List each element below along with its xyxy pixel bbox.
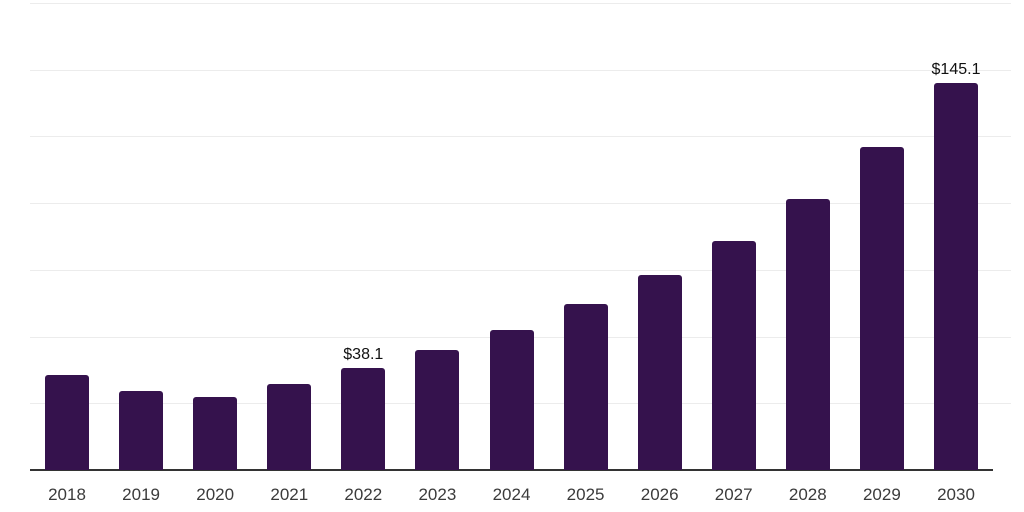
x-tick-label: 2026 (640, 485, 679, 504)
bar-2024[interactable] (489, 330, 534, 470)
bar-value-label: $38.1 (343, 346, 384, 364)
bar-2020[interactable] (193, 397, 238, 470)
x-tick-label: 2030 (937, 485, 975, 504)
bar-2030[interactable] (934, 82, 978, 470)
bar-2022[interactable] (341, 368, 386, 470)
bar-2018[interactable] (45, 374, 89, 470)
y-gridline (30, 269, 1011, 271)
x-tick-label: 2021 (270, 485, 309, 504)
y-gridline (30, 203, 1011, 204)
bar-value-label: $145.1 (931, 60, 981, 78)
x-tick-label: 2027 (714, 485, 753, 504)
bar-2029[interactable] (859, 146, 904, 470)
x-axis-line (30, 469, 993, 471)
x-tick-label: 2029 (862, 485, 901, 504)
bar-2025[interactable] (563, 304, 608, 470)
y-gridline (30, 2, 1011, 4)
x-tick-label: 2024 (492, 485, 531, 504)
x-tick-label: 2028 (788, 485, 827, 504)
bar-2021[interactable] (267, 383, 312, 470)
bar-2028[interactable] (785, 199, 830, 470)
bar-2019[interactable] (119, 390, 164, 470)
x-tick-label: 2018 (48, 485, 86, 504)
x-tick-label: 2025 (566, 485, 605, 504)
bar-2027[interactable] (711, 240, 756, 470)
bar-2023[interactable] (415, 350, 460, 470)
y-gridline (30, 136, 1011, 138)
x-tick-label: 2022 (344, 485, 383, 504)
bar-2026[interactable] (637, 275, 682, 470)
x-tick-label: 2023 (418, 485, 457, 504)
x-tick-label: 2020 (196, 485, 235, 504)
y-gridline (30, 69, 1011, 71)
x-tick-label: 2019 (122, 485, 160, 504)
